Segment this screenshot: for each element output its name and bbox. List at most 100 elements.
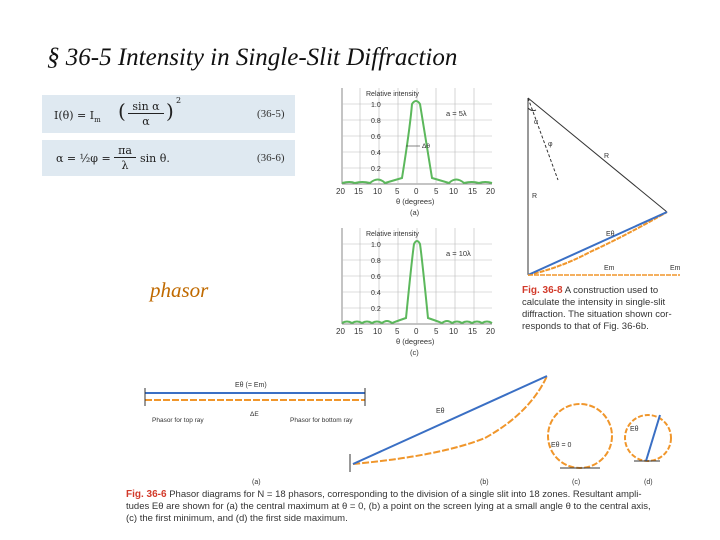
panel-c-phasors <box>547 403 613 469</box>
intensity-plot-c: Relative intensity a = 10λ 1.0 0.8 0.6 0… <box>336 228 495 357</box>
fig-36-8-caption-line: calculate the intensity in single-slit <box>522 297 666 308</box>
ytick: 0.2 <box>371 166 381 173</box>
ytick: 0.6 <box>371 274 381 281</box>
plot-c-curve <box>341 240 493 325</box>
phasor-label: phasor <box>150 278 209 302</box>
plot-c-xlabel: θ (degrees) <box>396 337 435 346</box>
xtick: 10 <box>449 327 458 336</box>
panel-c-label-letter: (c) <box>572 479 580 486</box>
plot-c-legend: a = 10λ <box>446 249 471 258</box>
plot-a-xlabel: θ (degrees) <box>396 197 435 206</box>
ytick: 0.4 <box>371 150 381 157</box>
plot-c-ylabel: Relative intensity <box>366 231 419 238</box>
plot-a-grid <box>341 88 492 185</box>
ytick: 0.2 <box>371 306 381 313</box>
xtick: 5 <box>434 187 439 196</box>
label-r-left: R <box>532 193 537 200</box>
plot-a-yticks: 1.0 0.8 0.6 0.4 0.2 <box>371 102 381 173</box>
eq1-number: (36-5) <box>257 108 285 120</box>
panel-d-resultant <box>645 414 661 462</box>
label-r-upper: R <box>604 153 609 160</box>
eq2-tail: sin θ. <box>140 152 170 165</box>
ytick: 1.0 <box>371 242 381 249</box>
plot-a-ylabel: Relative intensity <box>366 91 419 98</box>
label-e-theta: Eθ <box>606 231 615 238</box>
xtick: 5 <box>395 187 400 196</box>
label-phi: φ <box>548 141 553 148</box>
xtick: 10 <box>373 187 382 196</box>
xtick: 10 <box>449 187 458 196</box>
xtick: 20 <box>486 187 495 196</box>
fig-36-6-number: Fig. 36-6 <box>126 489 167 500</box>
xtick: 15 <box>354 327 363 336</box>
ytick: 1.0 <box>371 102 381 109</box>
xtick: 5 <box>395 327 400 336</box>
panel-d-label-letter: (d) <box>644 479 653 486</box>
bisector-line <box>527 97 559 181</box>
plot-a-legend: a = 5λ <box>446 109 467 118</box>
xtick: 20 <box>486 327 495 336</box>
ytick: 0.6 <box>371 134 381 141</box>
plot-c-xticks: 20 15 10 5 0 5 10 15 20 <box>336 327 495 336</box>
eq2-frac-num: πa <box>114 144 136 158</box>
eq1-frac-den: α <box>142 115 150 128</box>
resultant-e-theta <box>527 211 668 276</box>
alpha-arc <box>527 107 537 112</box>
eq1-power: 2 <box>176 96 182 105</box>
plot-a-panel: (a) <box>410 208 420 217</box>
fig-36-6-diagrams: Eθ (= Em) Phasor for top ray Phasor for … <box>144 375 672 486</box>
fig-36-8-caption-line: A construction used to <box>564 285 659 296</box>
ytick: 0.4 <box>371 290 381 297</box>
plot-c-grid <box>341 228 492 325</box>
panel-b-label: Eθ <box>436 408 445 415</box>
eq2-text: α = ½φ = <box>56 152 111 165</box>
fig-36-8-diagram: α φ R R Eθ Em Em <box>527 97 681 276</box>
eq2-number: (36-6) <box>257 152 285 164</box>
fig-36-6-caption-line: tudes Eθ are shown for (a) the central m… <box>126 501 651 512</box>
eq1-sub: m <box>94 116 101 125</box>
panel-b-resultant <box>352 375 548 465</box>
fig-36-8-caption-line: responds to that of Fig. 36-6b. <box>522 321 649 332</box>
intensity-plot-a: Relative intensity a = 5λ Δθ 1.0 0.8 0.6… <box>336 88 495 217</box>
label-top-ray: Phasor for top ray <box>152 417 204 424</box>
panel-d-label: Eθ <box>630 426 639 433</box>
plot-a-curve <box>341 100 493 185</box>
equation-box-36-5: I(θ) = Im ( sin α α ) 2 (36-5) <box>42 95 295 133</box>
panel-b-phasors <box>352 375 548 465</box>
xtick: 0 <box>414 187 419 196</box>
plot-c-panel: (c) <box>410 348 419 357</box>
xtick: 10 <box>373 327 382 336</box>
panel-a-label: Eθ (= Em) <box>235 382 267 389</box>
xtick: 20 <box>336 327 345 336</box>
label-delta-e: ΔE <box>250 411 259 418</box>
plot-a-xticks: 20 15 10 5 0 5 10 15 20 <box>336 187 495 196</box>
fig-36-6-caption-line: (c) the first minimum, and (d) the first… <box>126 513 348 524</box>
fig-36-8-caption: Fig. 36-8 A construction used to calcula… <box>522 285 717 333</box>
fig-36-6-caption: Fig. 36-6 Phasor diagrams for N = 18 pha… <box>126 489 696 525</box>
eq1-frac-num: sin α <box>128 100 164 114</box>
ytick: 0.8 <box>371 118 381 125</box>
eq1-left: I(θ) = I <box>54 109 95 122</box>
fig-36-6-caption-line: Phasor diagrams for N = 18 phasors, corr… <box>169 489 642 500</box>
radius-upper <box>527 97 668 213</box>
label-em-end: Em <box>670 265 681 272</box>
xtick: 15 <box>468 327 477 336</box>
eq2-frac-den: λ <box>121 159 129 172</box>
label-em: Em <box>604 265 615 272</box>
xtick: 0 <box>414 327 419 336</box>
phasor-arc <box>527 211 668 276</box>
equation-box-36-6: α = ½φ = πa λ sin θ. (36-6) <box>42 140 295 176</box>
label-alpha: α <box>534 119 538 126</box>
label-bottom-ray: Phasor for bottom ray <box>290 417 353 424</box>
panel-a-label-letter: (a) <box>252 479 261 486</box>
ytick: 0.8 <box>371 258 381 265</box>
panel-b-label-letter: (b) <box>480 479 489 486</box>
plot-c-yticks: 1.0 0.8 0.6 0.4 0.2 <box>371 242 381 313</box>
xtick: 15 <box>354 187 363 196</box>
fig-36-8-caption-line: diffraction. The situation shown cor- <box>522 309 672 320</box>
xtick: 20 <box>336 187 345 196</box>
xtick: 5 <box>434 327 439 336</box>
plot-a-delta-label: Δθ <box>422 143 430 150</box>
slide-title: § 36-5 Intensity in Single-Slit Diffract… <box>47 44 458 71</box>
panel-c-label: Eθ = 0 <box>551 442 572 449</box>
